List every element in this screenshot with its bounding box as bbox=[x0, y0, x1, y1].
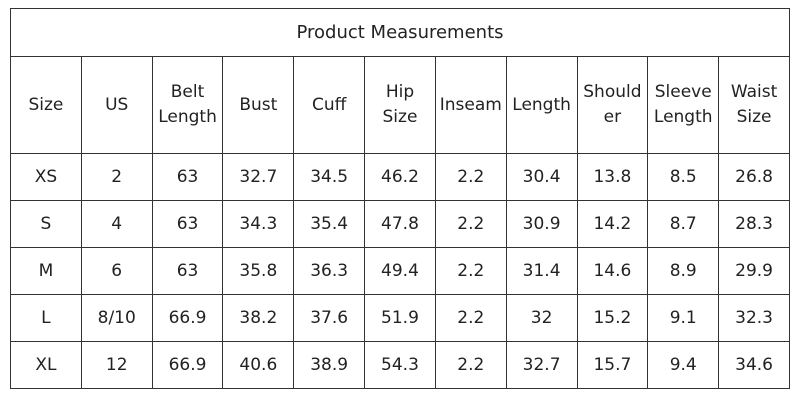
table-cell: 32.7 bbox=[222, 153, 295, 201]
table-cell: 47.8 bbox=[364, 200, 436, 248]
title-row: Product Measurements bbox=[10, 8, 790, 57]
table-cell: L bbox=[10, 294, 82, 342]
column-header: US bbox=[80, 56, 153, 154]
table-cell: 15.2 bbox=[576, 294, 649, 342]
table-cell: 2.2 bbox=[434, 341, 507, 389]
header-row: Size US Belt Length Bust Cuff Hip Size Inseam L… bbox=[10, 56, 790, 154]
table-cell: S bbox=[10, 200, 82, 248]
table-row: S 4 63 34.3 35.4 47.8 2.2 30.9 14.2 8.7 28.3 bbox=[10, 200, 790, 248]
column-header: Belt Length bbox=[151, 56, 224, 154]
table-cell: 66.9 bbox=[151, 294, 224, 342]
table-cell: 29.9 bbox=[718, 247, 790, 295]
table-cell: 32.7 bbox=[505, 341, 578, 389]
table-row: M 6 63 35.8 36.3 49.4 2.2 31.4 14.6 8.9 29.9 bbox=[10, 247, 790, 295]
table-cell: 8.5 bbox=[647, 153, 720, 201]
table-cell: 2.2 bbox=[434, 200, 507, 248]
table-container: Product Measurements Size US Belt Length Bu… bbox=[10, 8, 790, 389]
table-cell: 9.1 bbox=[647, 294, 720, 342]
table-cell: 2 bbox=[80, 153, 153, 201]
table-cell: 8/10 bbox=[80, 294, 153, 342]
table-cell: 51.9 bbox=[364, 294, 436, 342]
table-cell: 34.3 bbox=[222, 200, 295, 248]
table-cell: 26.8 bbox=[718, 153, 790, 201]
table-cell: 8.9 bbox=[647, 247, 720, 295]
column-header: Shoulder bbox=[576, 56, 649, 154]
column-header: Hip Size bbox=[364, 56, 436, 154]
table-cell: 2.2 bbox=[434, 247, 507, 295]
table-cell: 32 bbox=[505, 294, 578, 342]
table-cell: 13.8 bbox=[576, 153, 649, 201]
table-cell: 35.4 bbox=[293, 200, 366, 248]
table-cell: 9.4 bbox=[647, 341, 720, 389]
table-cell: 14.6 bbox=[576, 247, 649, 295]
table-cell: 32.3 bbox=[718, 294, 790, 342]
table-cell: 37.6 bbox=[293, 294, 366, 342]
table-cell: 31.4 bbox=[505, 247, 578, 295]
table-cell: 36.3 bbox=[293, 247, 366, 295]
table-cell: 63 bbox=[151, 247, 224, 295]
table-cell: 63 bbox=[151, 200, 224, 248]
table-cell: 15.7 bbox=[576, 341, 649, 389]
table-cell: 2.2 bbox=[434, 153, 507, 201]
table-cell: 34.6 bbox=[718, 341, 790, 389]
column-header: Cuff bbox=[293, 56, 366, 154]
table-cell: 28.3 bbox=[718, 200, 790, 248]
table-body: XS 2 63 32.7 34.5 46.2 2.2 30.4 13.8 8.5 26.8 S 4 63 3… bbox=[10, 153, 790, 389]
table-cell: 38.2 bbox=[222, 294, 295, 342]
column-header: Inseam bbox=[434, 56, 507, 154]
table-cell: 49.4 bbox=[364, 247, 436, 295]
table-cell: 12 bbox=[80, 341, 153, 389]
table-cell: M bbox=[10, 247, 82, 295]
table-cell: 35.8 bbox=[222, 247, 295, 295]
column-header: Bust bbox=[222, 56, 295, 154]
column-header: Sleeve Length bbox=[647, 56, 720, 154]
table-title: Product Measurements bbox=[10, 8, 790, 57]
table-cell: 2.2 bbox=[434, 294, 507, 342]
table-cell: 40.6 bbox=[222, 341, 295, 389]
table-cell: 34.5 bbox=[293, 153, 366, 201]
table-cell: 63 bbox=[151, 153, 224, 201]
table-row: L 8/10 66.9 38.2 37.6 51.9 2.2 32 15.2 9.1 32.3 bbox=[10, 294, 790, 342]
table-cell: XS bbox=[10, 153, 82, 201]
table-cell: 54.3 bbox=[364, 341, 436, 389]
table-cell: 8.7 bbox=[647, 200, 720, 248]
table-cell: 14.2 bbox=[576, 200, 649, 248]
table-row: XS 2 63 32.7 34.5 46.2 2.2 30.4 13.8 8.5 26.8 bbox=[10, 153, 790, 201]
column-header: Length bbox=[505, 56, 578, 154]
table-cell: 66.9 bbox=[151, 341, 224, 389]
table-cell: XL bbox=[10, 341, 82, 389]
measurements-table: Product Measurements Size US Belt Length Bu… bbox=[10, 8, 790, 389]
column-header: Waist Size bbox=[718, 56, 790, 154]
table-cell: 46.2 bbox=[364, 153, 436, 201]
table-cell: 30.9 bbox=[505, 200, 578, 248]
table-cell: 4 bbox=[80, 200, 153, 248]
table-cell: 38.9 bbox=[293, 341, 366, 389]
column-header: Size bbox=[10, 56, 82, 154]
table-cell: 30.4 bbox=[505, 153, 578, 201]
table-cell: 6 bbox=[80, 247, 153, 295]
table-row: XL 12 66.9 40.6 38.9 54.3 2.2 32.7 15.7 9.4 34.6 bbox=[10, 341, 790, 389]
